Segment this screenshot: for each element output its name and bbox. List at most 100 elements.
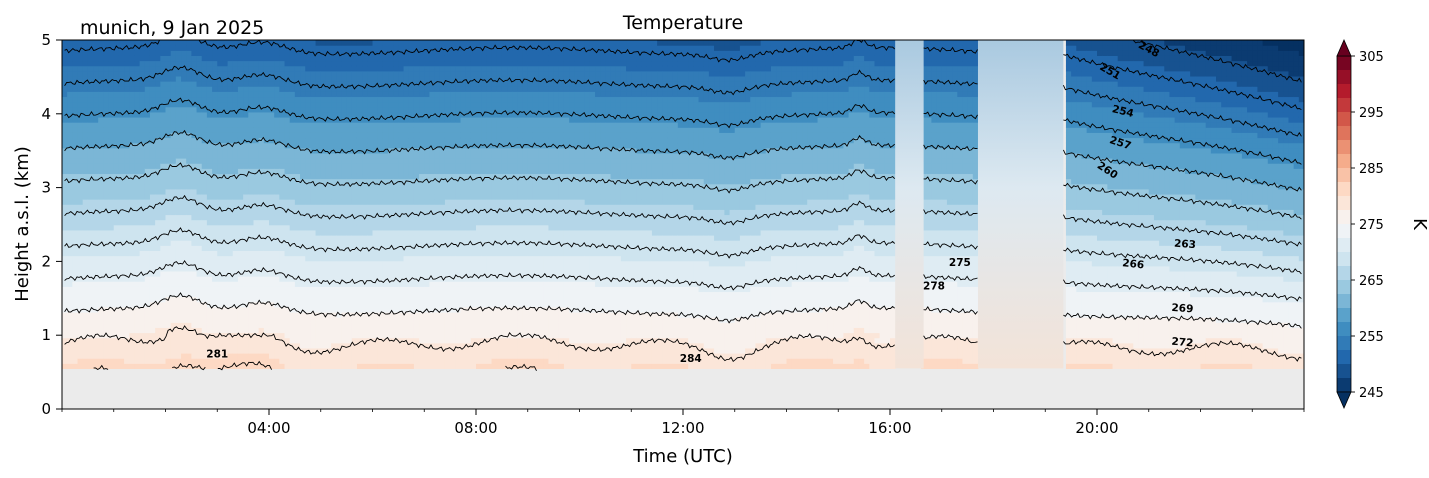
heat-cell [103, 276, 110, 282]
heat-cell [139, 193, 146, 200]
heat-cell [263, 111, 270, 118]
heat-cell [181, 65, 187, 72]
heat-cell [206, 342, 213, 349]
heat-cell [175, 158, 182, 164]
heat-cell [300, 75, 306, 82]
heat-cell [222, 188, 229, 195]
heat-cell [460, 291, 467, 298]
heat-cell [336, 317, 343, 323]
heat-cell [237, 152, 244, 159]
heat-cell [331, 132, 337, 139]
heat-cell [108, 229, 115, 236]
heat-cell [181, 116, 187, 123]
heat-cell [170, 342, 177, 349]
heat-cell [315, 342, 322, 349]
heat-cell [377, 152, 384, 159]
heat-cell [72, 173, 79, 180]
heat-cell [300, 81, 306, 87]
heat-cell [315, 240, 322, 246]
heat-cell [124, 70, 130, 77]
heat-cell [155, 132, 161, 139]
heat-cell [222, 142, 229, 149]
heat-cell [149, 363, 156, 370]
heat-cell [331, 322, 337, 328]
heat-cell [98, 265, 104, 272]
heat-cell [331, 317, 337, 323]
heat-cell [87, 363, 94, 370]
heat-cell [315, 188, 322, 195]
heat-cell [263, 101, 270, 108]
heat-cell [144, 147, 151, 154]
heat-cell [263, 317, 270, 323]
heat-cell [398, 40, 405, 46]
heat-cell [403, 178, 410, 185]
heat-cell [134, 245, 141, 251]
heat-cell [408, 363, 415, 370]
heat-cell [356, 317, 363, 323]
heat-cell [196, 137, 203, 144]
heat-cell [398, 111, 405, 118]
heat-cell [388, 50, 394, 56]
heat-cell [382, 45, 389, 51]
heat-cell [191, 193, 198, 200]
heat-cell [196, 122, 203, 128]
heat-cell [248, 337, 255, 344]
heat-cell [134, 86, 141, 92]
heat-cell [408, 45, 415, 51]
heat-cell [248, 245, 255, 251]
heat-cell [217, 101, 224, 108]
heat-cell [377, 204, 384, 210]
heat-cell [98, 286, 104, 293]
heat-cell [362, 255, 368, 262]
heat-cell [181, 347, 187, 354]
heat-cell [388, 363, 394, 370]
heat-cell [227, 327, 234, 334]
heat-cell [191, 158, 198, 164]
heat-cell [408, 342, 415, 349]
heat-cell [294, 147, 301, 154]
heat-cell [155, 173, 161, 180]
heat-cell [62, 127, 68, 133]
heat-cell [263, 152, 270, 159]
heat-cell [274, 106, 280, 113]
heat-cell [341, 183, 348, 190]
heat-cell [362, 214, 368, 221]
heat-cell [258, 142, 265, 149]
heat-cell [206, 60, 213, 67]
heat-cell [181, 70, 187, 77]
heat-cell [82, 70, 89, 77]
heat-cell [331, 245, 337, 251]
heat-cell [398, 101, 405, 108]
heat-cell [149, 116, 156, 123]
heat-cell [460, 311, 467, 318]
heat-cell [284, 358, 291, 364]
heat-cell [217, 116, 224, 123]
heat-cell [398, 127, 405, 133]
heat-cell [408, 332, 415, 339]
heat-cell [331, 358, 337, 364]
heat-cell [77, 219, 84, 226]
heat-cell [181, 199, 187, 205]
heat-cell [325, 40, 332, 46]
heat-cell [160, 240, 167, 246]
heat-cell [144, 229, 151, 236]
heat-cell [450, 81, 456, 87]
heat-cell [129, 286, 136, 293]
heat-cell [227, 178, 234, 185]
heat-cell [284, 101, 291, 108]
heat-cell [170, 322, 177, 328]
heat-cell [217, 183, 224, 190]
heat-cell [424, 75, 431, 82]
heat-cell [279, 311, 286, 318]
heat-cell [82, 122, 89, 128]
heat-cell [325, 327, 332, 334]
heat-cell [434, 91, 441, 98]
heat-cell [181, 173, 187, 180]
heat-cell [232, 306, 239, 313]
heat-cell [424, 219, 431, 226]
heat-cell [294, 286, 301, 293]
heat-cell [103, 188, 110, 195]
heat-cell [398, 96, 405, 103]
heat-cell [465, 342, 472, 349]
heat-cell [191, 353, 198, 359]
